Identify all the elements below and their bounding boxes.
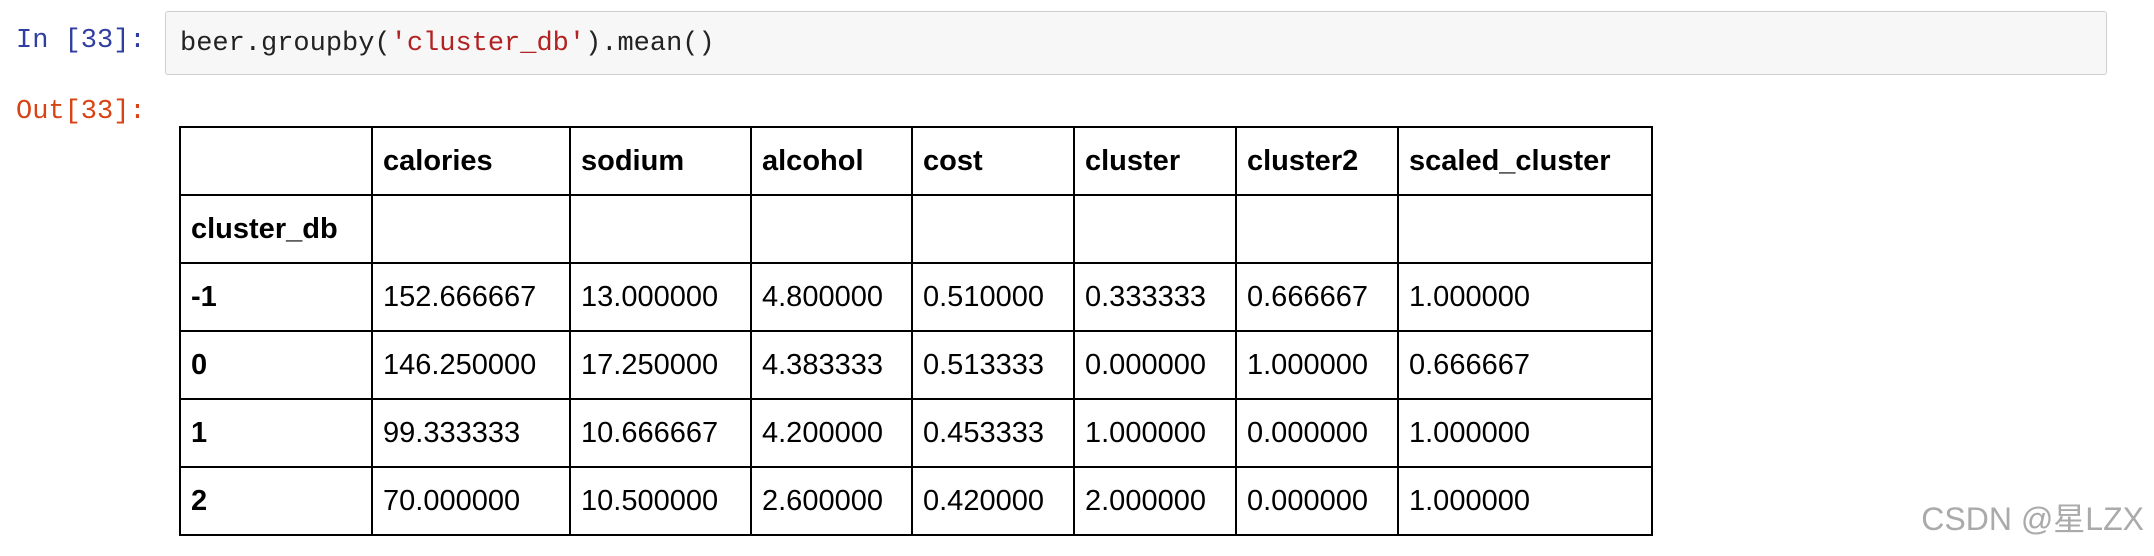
dataframe: calories sodium alcohol cost cluster cluster2…: [179, 126, 1653, 536]
corner-cell: [179, 126, 373, 196]
cell: 0.510000: [911, 262, 1075, 332]
index-name-row: cluster_db: [179, 194, 1653, 264]
cell: 1.000000: [1397, 466, 1653, 536]
column-header: sodium: [569, 126, 752, 196]
cell: 0.453333: [911, 398, 1075, 468]
column-header: cost: [911, 126, 1075, 196]
code-string: 'cluster_db': [390, 29, 586, 59]
data-row: 0 146.250000 17.250000 4.383333 0.513333 0.00…: [179, 330, 1653, 400]
cell: 4.200000: [750, 398, 913, 468]
cell: 10.500000: [569, 466, 752, 536]
data-row: 2 70.000000 10.500000 2.600000 0.420000 2.000…: [179, 466, 1653, 536]
cell: 1.000000: [1397, 262, 1653, 332]
cell: 4.383333: [750, 330, 913, 400]
data-row: 1 99.333333 10.666667 4.200000 0.453333 1.000…: [179, 398, 1653, 468]
cell: 1.000000: [1397, 398, 1653, 468]
cell: 152.666667: [371, 262, 571, 332]
cell: 146.250000: [371, 330, 571, 400]
row-index: -1: [179, 262, 373, 332]
cell: 0.666667: [1397, 330, 1653, 400]
empty-cell: [1073, 194, 1237, 264]
index-name: cluster_db: [179, 194, 373, 264]
code: ).mean(): [585, 29, 715, 59]
empty-cell: [911, 194, 1075, 264]
code: beer.groupby(: [180, 29, 391, 59]
cell: 0.000000: [1235, 398, 1399, 468]
column-header: scaled_cluster: [1397, 126, 1653, 196]
cell: 4.800000: [750, 262, 913, 332]
cell: 1.000000: [1073, 398, 1237, 468]
cell: 17.250000: [569, 330, 752, 400]
code-cell[interactable]: beer.groupby('cluster_db').mean(): [165, 11, 2107, 75]
row-index: 1: [179, 398, 373, 468]
cell: 2.600000: [750, 466, 913, 536]
column-header: cluster: [1073, 126, 1237, 196]
row-index: 0: [179, 330, 373, 400]
cell: 0.420000: [911, 466, 1075, 536]
empty-cell: [750, 194, 913, 264]
cell: 10.666667: [569, 398, 752, 468]
cell: 0.000000: [1235, 466, 1399, 536]
row-index: 2: [179, 466, 373, 536]
column-header: alcohol: [750, 126, 913, 196]
cell: 0.513333: [911, 330, 1075, 400]
empty-cell: [569, 194, 752, 264]
cell: 0.000000: [1073, 330, 1237, 400]
empty-cell: [371, 194, 571, 264]
data-row: -1 152.666667 13.000000 4.800000 0.510000 0.3…: [179, 262, 1653, 332]
out-prompt: Out[33]:: [16, 97, 146, 127]
in-prompt: In [33]:: [16, 26, 146, 56]
empty-cell: [1397, 194, 1653, 264]
cell: 2.000000: [1073, 466, 1237, 536]
column-header: calories: [371, 126, 571, 196]
cell: 0.666667: [1235, 262, 1399, 332]
cell: 13.000000: [569, 262, 752, 332]
header-row: calories sodium alcohol cost cluster cluster2…: [179, 126, 1653, 196]
empty-cell: [1235, 194, 1399, 264]
cell: 0.333333: [1073, 262, 1237, 332]
column-header: cluster2: [1235, 126, 1399, 196]
watermark: CSDN @星LZX: [1921, 501, 2144, 537]
cell: 1.000000: [1235, 330, 1399, 400]
cell: 99.333333: [371, 398, 571, 468]
cell: 70.000000: [371, 466, 571, 536]
